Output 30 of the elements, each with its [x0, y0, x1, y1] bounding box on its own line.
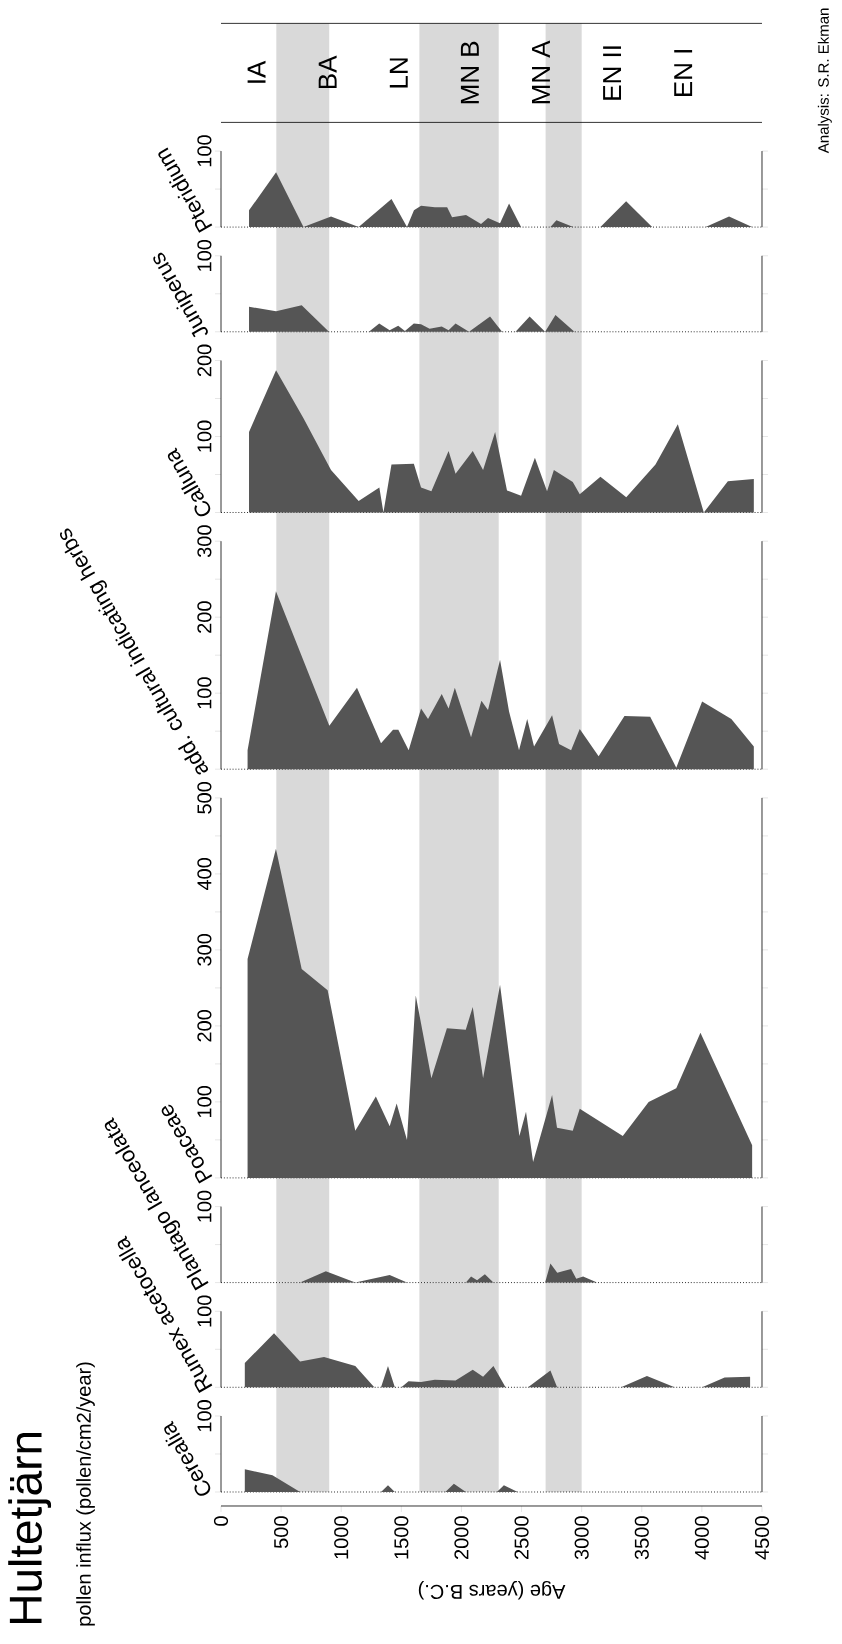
text: BA	[318, 55, 337, 89]
y-tick-label: 400	[197, 858, 212, 891]
y-tick-label: 100	[197, 1295, 212, 1327]
text: pollen influx (pollen/cm2/year)	[76, 1362, 95, 1626]
text: Hultetjärn	[8, 1432, 52, 1624]
x-tick-label: 2000	[454, 1516, 469, 1560]
text: MN A	[532, 40, 550, 104]
text: Analysis: S.R. Ekman	[817, 8, 832, 154]
y-tick-label: 200	[197, 1010, 212, 1042]
text: EN II	[603, 46, 622, 100]
x-tick-label: 1000	[334, 1516, 349, 1559]
y-tick-label: 200	[197, 344, 212, 377]
x-tick-label: 4000	[694, 1516, 709, 1560]
text: MN B	[460, 41, 479, 104]
y-tick-label: 300	[197, 934, 212, 966]
x-tick-label: 4500	[754, 1516, 770, 1560]
text: LN	[389, 58, 408, 88]
y-tick-label: 100	[197, 677, 212, 709]
x-tick-label: 3500	[634, 1516, 649, 1560]
y-tick-label: 300	[197, 525, 212, 558]
x-tick-label: 0	[213, 1516, 229, 1526]
text: IA	[247, 60, 266, 83]
y-tick-label: 500	[197, 782, 212, 814]
x-tick-label: 3000	[574, 1516, 589, 1560]
x-axis-title: Age (years B.C.)	[418, 1580, 566, 1600]
text: EN I	[674, 50, 693, 97]
x-tick-label: 2500	[514, 1516, 529, 1560]
x-tick-label: 500	[274, 1516, 289, 1549]
y-tick-label: 200	[197, 601, 212, 633]
x-tick-label: 1500	[394, 1516, 409, 1559]
